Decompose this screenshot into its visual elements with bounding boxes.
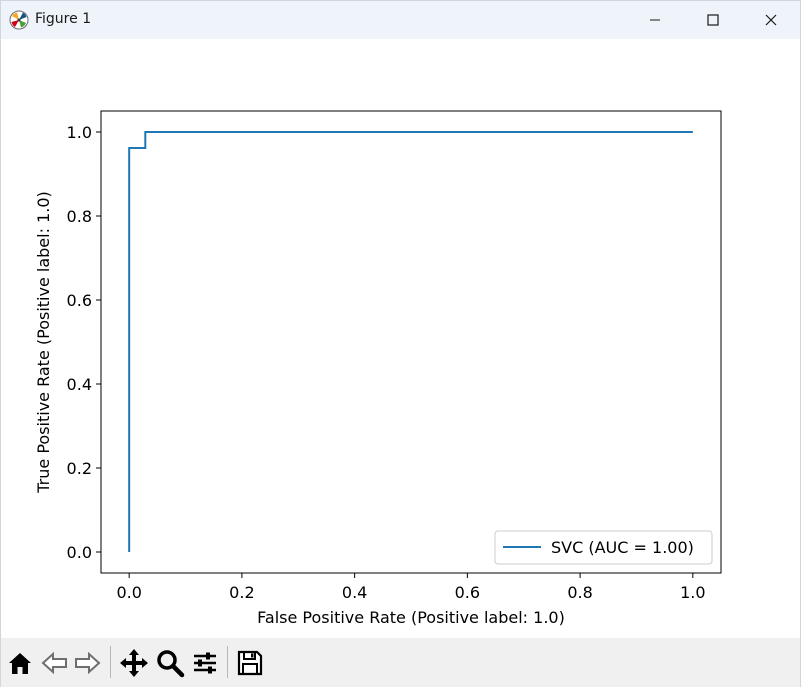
forward-button[interactable] [71, 647, 103, 679]
back-arrow-icon [41, 651, 67, 675]
y-tick-label: 0.4 [67, 375, 92, 394]
matplotlib-logo-icon [9, 10, 29, 30]
legend-entry-svc: SVC (AUC = 1.00) [551, 538, 694, 557]
save-button[interactable] [234, 647, 266, 679]
x-tick-label: 0.4 [342, 583, 367, 602]
x-tick-label: 0.2 [229, 583, 254, 602]
series-line-svc [128, 131, 693, 552]
y-tick-label: 0.0 [67, 543, 92, 562]
legend: SVC (AUC = 1.00) [494, 530, 713, 565]
x-tick-label: 0.8 [567, 583, 592, 602]
sliders-icon [194, 652, 216, 674]
configure-subplots-button[interactable] [189, 647, 221, 679]
close-icon [765, 14, 777, 26]
zoom-button[interactable] [154, 647, 186, 679]
y-axis-label: True Positive Rate (Positive label: 1.0) [34, 191, 53, 493]
home-icon [9, 653, 31, 674]
forward-arrow-icon [75, 651, 101, 675]
navigation-toolbar [1, 638, 800, 687]
maximize-icon [707, 14, 719, 26]
series-group [128, 131, 693, 552]
back-button[interactable] [39, 647, 71, 679]
window-title: Figure 1 [35, 11, 92, 27]
y-tick-label: 0.6 [67, 291, 92, 310]
y-tick-label: 0.8 [67, 207, 92, 226]
x-tick-label: 0.6 [455, 583, 480, 602]
minimize-button[interactable] [626, 1, 684, 39]
x-tick-label: 1.0 [680, 583, 705, 602]
figure-canvas[interactable]: 0.0 0.2 0.4 0.6 0.8 1.0 0.0 0.2 0.4 0.6 0.8 1.0 Fa… [1, 39, 800, 638]
home-button[interactable] [4, 647, 36, 679]
magnifier-icon [157, 650, 185, 678]
x-tick-label: 0.0 [116, 583, 141, 602]
toolbar-separator [227, 646, 228, 678]
pan-button[interactable] [118, 647, 150, 679]
legend-box [494, 530, 713, 565]
minimize-icon [650, 19, 660, 21]
title-bar[interactable]: Figure 1 [1, 1, 800, 39]
x-axis-ticks: 0.0 0.2 0.4 0.6 0.8 1.0 [116, 573, 706, 602]
floppy-disk-icon [237, 650, 263, 676]
toolbar-separator [110, 646, 111, 678]
close-button[interactable] [742, 1, 800, 39]
y-tick-label: 0.2 [67, 459, 92, 478]
move-icon [120, 649, 148, 677]
x-axis-label: False Positive Rate (Positive label: 1.0… [257, 608, 565, 627]
axes-frame [100, 110, 722, 574]
roc-chart: 0.0 0.2 0.4 0.6 0.8 1.0 0.0 0.2 0.4 0.6 0.8 1.0 Fa… [34, 110, 722, 627]
y-tick-label: 1.0 [67, 123, 92, 142]
y-axis-ticks: 0.0 0.2 0.4 0.6 0.8 1.0 [67, 123, 101, 562]
maximize-button[interactable] [684, 1, 742, 39]
